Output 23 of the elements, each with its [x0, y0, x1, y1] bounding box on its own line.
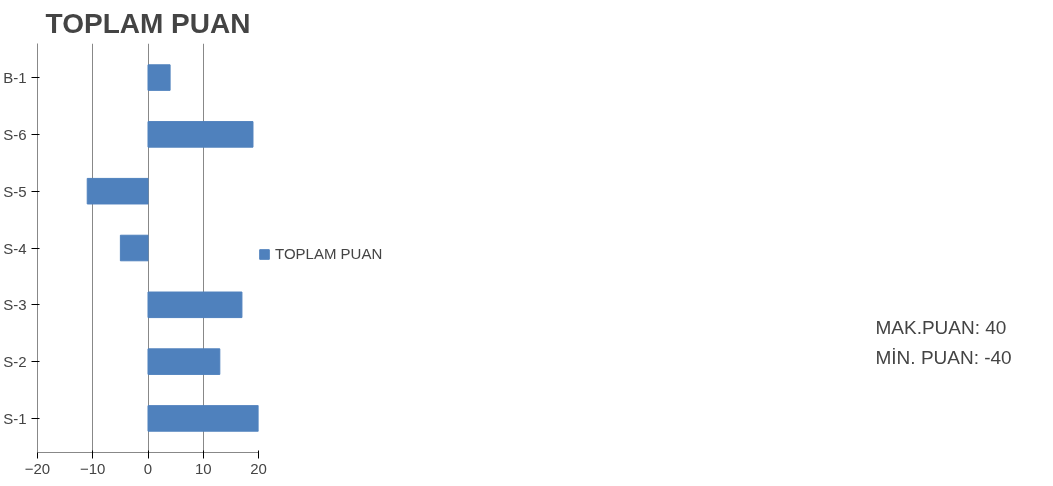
x-tick-label: −20: [24, 459, 51, 477]
text: MAK.PUAN: 40: [875, 316, 1007, 338]
y-tick-label: S-1: [3, 409, 27, 427]
x-tick-label: 0: [143, 459, 153, 477]
legend-label: TOPLAM PUAN: [275, 245, 383, 262]
bar: [147, 348, 221, 375]
y-tick-label: B-1: [3, 69, 27, 87]
bar: [119, 234, 149, 262]
x-tick-label: −10: [80, 459, 106, 477]
chart-title: TOPLAM PUAN: [45, 7, 251, 39]
bar: [147, 291, 243, 319]
x-tick-label: 10: [194, 459, 212, 477]
y-tick-label: S-6: [3, 125, 27, 143]
y-tick-label: S-5: [3, 182, 27, 200]
y-tick-label: S-4: [3, 239, 27, 257]
bar: [147, 121, 254, 148]
bar: [86, 177, 149, 205]
y-tick-label: S-2: [3, 353, 27, 371]
text: MİN. PUAN: -40: [875, 346, 1012, 368]
y-tick-label: S-3: [3, 296, 27, 314]
bar: [147, 64, 171, 91]
x-tick-label: 20: [250, 459, 267, 477]
bar: [147, 405, 259, 432]
